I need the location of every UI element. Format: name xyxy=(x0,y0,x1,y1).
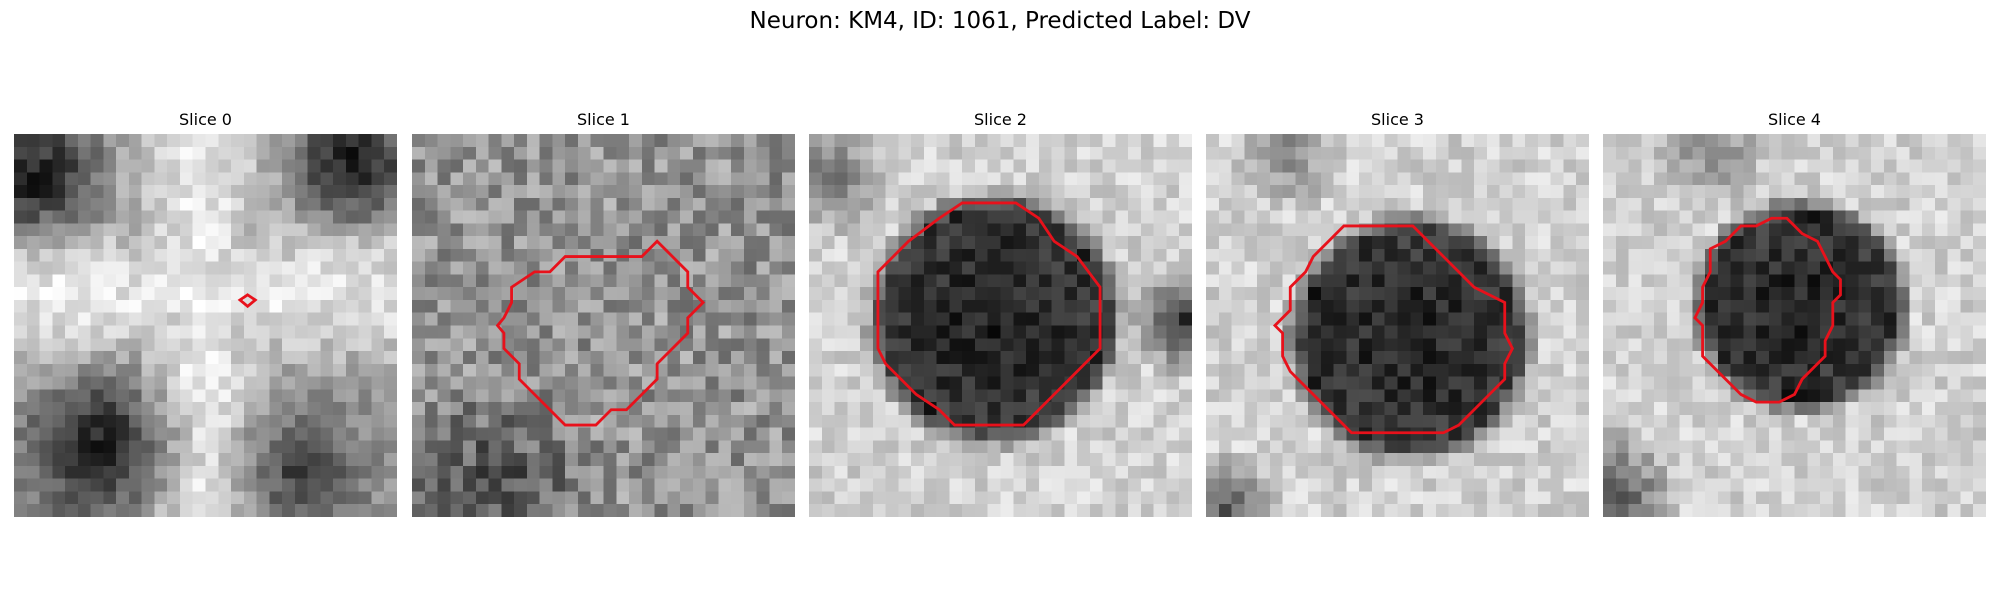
slice-3-image xyxy=(1206,134,1589,517)
panel-title-slice-0: Slice 0 xyxy=(179,110,232,129)
slice-1-canvas xyxy=(412,134,795,517)
slice-0-image xyxy=(14,134,397,517)
slice-4-image xyxy=(1603,134,1986,517)
slice-0-outline xyxy=(237,293,258,309)
slice-3-canvas xyxy=(1206,134,1589,517)
panel-title-slice-2: Slice 2 xyxy=(974,110,1027,129)
slice-4-canvas xyxy=(1603,134,1986,517)
slice-4-outline xyxy=(1693,216,1842,404)
figure-title: Neuron: KM4, ID: 1061, Predicted Label: … xyxy=(749,8,1251,34)
slice-2-image xyxy=(809,134,1192,517)
slice-0-canvas xyxy=(14,134,397,517)
slice-2-canvas xyxy=(809,134,1192,517)
slice-1-image xyxy=(412,134,795,517)
panel-title-slice-3: Slice 3 xyxy=(1371,110,1424,129)
slice-1-outline xyxy=(495,239,706,427)
panel-title-slice-4: Slice 4 xyxy=(1768,110,1821,129)
slice-3-outline xyxy=(1272,224,1514,435)
slice-2-outline xyxy=(876,201,1102,427)
panel-title-slice-1: Slice 1 xyxy=(577,110,630,129)
